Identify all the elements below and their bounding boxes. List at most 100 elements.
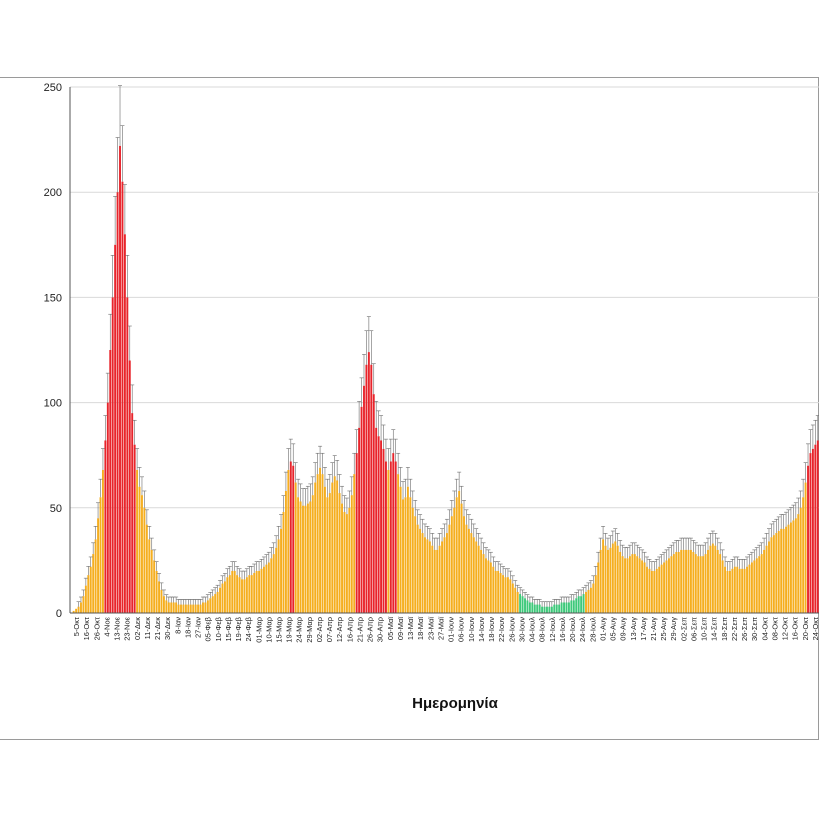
x-tick-label: 18-Σεπ	[720, 617, 729, 641]
bar	[460, 503, 463, 613]
bar	[748, 564, 751, 613]
x-tick-label: 05-Αυγ	[609, 617, 618, 641]
bar	[123, 234, 126, 613]
x-tick-label: 12-Απρ	[335, 617, 344, 642]
bar	[655, 568, 658, 613]
bar	[753, 560, 756, 613]
bar	[765, 545, 768, 613]
bar	[119, 145, 121, 614]
bar	[333, 476, 336, 613]
bar	[621, 556, 624, 613]
bar	[445, 533, 448, 613]
bar	[567, 602, 570, 613]
bar	[389, 461, 392, 613]
bar	[489, 562, 492, 613]
bar	[436, 549, 439, 613]
bar	[548, 606, 551, 613]
bar	[663, 562, 666, 613]
bar	[589, 587, 592, 613]
bar	[428, 541, 431, 613]
bar	[499, 573, 502, 613]
x-tick-label: 09-Αυγ	[619, 617, 628, 641]
bar	[646, 566, 648, 613]
x-tick-label: 14-Σεπ	[710, 617, 719, 641]
bar	[636, 556, 639, 613]
bar	[658, 566, 661, 613]
x-tick-label: 30-Δεκ	[163, 617, 172, 640]
x-tick-label: 26-Σεπ	[740, 617, 749, 641]
bar	[470, 533, 473, 613]
bar	[614, 541, 617, 613]
bar	[711, 543, 714, 613]
bar	[131, 413, 134, 613]
y-tick-label: 50	[50, 503, 62, 515]
x-tick-label: 20-Οκτ	[801, 617, 810, 640]
bar	[114, 244, 117, 614]
bar	[226, 577, 229, 613]
bar	[485, 558, 487, 613]
bar	[592, 583, 595, 613]
x-tick-label: 29-Αυγ	[669, 617, 678, 641]
bar	[560, 602, 563, 613]
bar	[260, 568, 263, 613]
bar	[245, 577, 248, 613]
bar	[516, 591, 519, 613]
bar	[370, 364, 373, 613]
bar	[538, 604, 541, 613]
bar	[558, 604, 561, 613]
bar	[309, 501, 312, 613]
x-tick-label: 13-Αυγ	[629, 617, 638, 641]
x-tick-label: 21-Αυγ	[649, 617, 658, 641]
bar	[414, 516, 417, 613]
bar	[433, 549, 436, 613]
x-tick-label: 19-Μαρ	[285, 617, 294, 643]
bar	[350, 495, 353, 613]
x-tick-label: 19-Φεβ	[234, 616, 243, 641]
chart-frame: 0 50 100 150 200 250 5-Οκτ 16-Οκτ 26-Οκτ 4-Νοε 13…	[0, 77, 819, 740]
bar	[145, 524, 148, 613]
x-tick-label: 18-Ιαν	[183, 617, 192, 638]
bar	[546, 606, 548, 613]
bar	[265, 564, 268, 613]
bar	[707, 549, 709, 613]
bar	[789, 522, 792, 613]
bar	[570, 600, 573, 613]
bar	[133, 444, 136, 613]
x-tick-label: 12-Οκτ	[781, 617, 790, 640]
x-tick-label: 05-Μαϊ	[386, 617, 395, 640]
bar	[341, 503, 343, 613]
bar	[165, 600, 168, 613]
x-tick-label: 16-Ιουλ	[558, 617, 567, 642]
bar	[219, 587, 221, 613]
bar	[150, 549, 153, 613]
bar	[572, 600, 575, 613]
x-tick-label: 01-Αυγ	[598, 617, 607, 641]
bar	[116, 192, 119, 613]
bar	[387, 469, 390, 613]
bar	[714, 545, 717, 613]
bar	[626, 558, 629, 613]
bar	[331, 482, 334, 613]
x-tick-label: 18-Ιουν	[487, 617, 496, 642]
bar	[216, 591, 219, 613]
bar	[792, 520, 795, 613]
bar	[804, 482, 807, 613]
bar	[638, 558, 641, 613]
bar	[99, 497, 102, 613]
bar	[221, 583, 224, 613]
x-tick-label: 16-Οκτ	[82, 617, 91, 640]
bar	[424, 537, 426, 613]
y-tick-labels: 0 50 100 150 200 250	[44, 82, 62, 620]
x-tick-label: 20-Ιουλ	[568, 617, 577, 642]
x-tick-label: 22-Ιουν	[497, 617, 506, 642]
bar	[84, 585, 87, 613]
bar	[438, 545, 441, 613]
x-tick-label: 15-Φεβ	[224, 616, 233, 641]
bar	[453, 507, 456, 613]
bar	[528, 602, 531, 613]
bar	[287, 469, 290, 613]
bar	[94, 539, 97, 613]
x-tick-label: 13-Νοε	[113, 616, 122, 640]
bar	[768, 541, 770, 613]
bar	[524, 598, 526, 613]
